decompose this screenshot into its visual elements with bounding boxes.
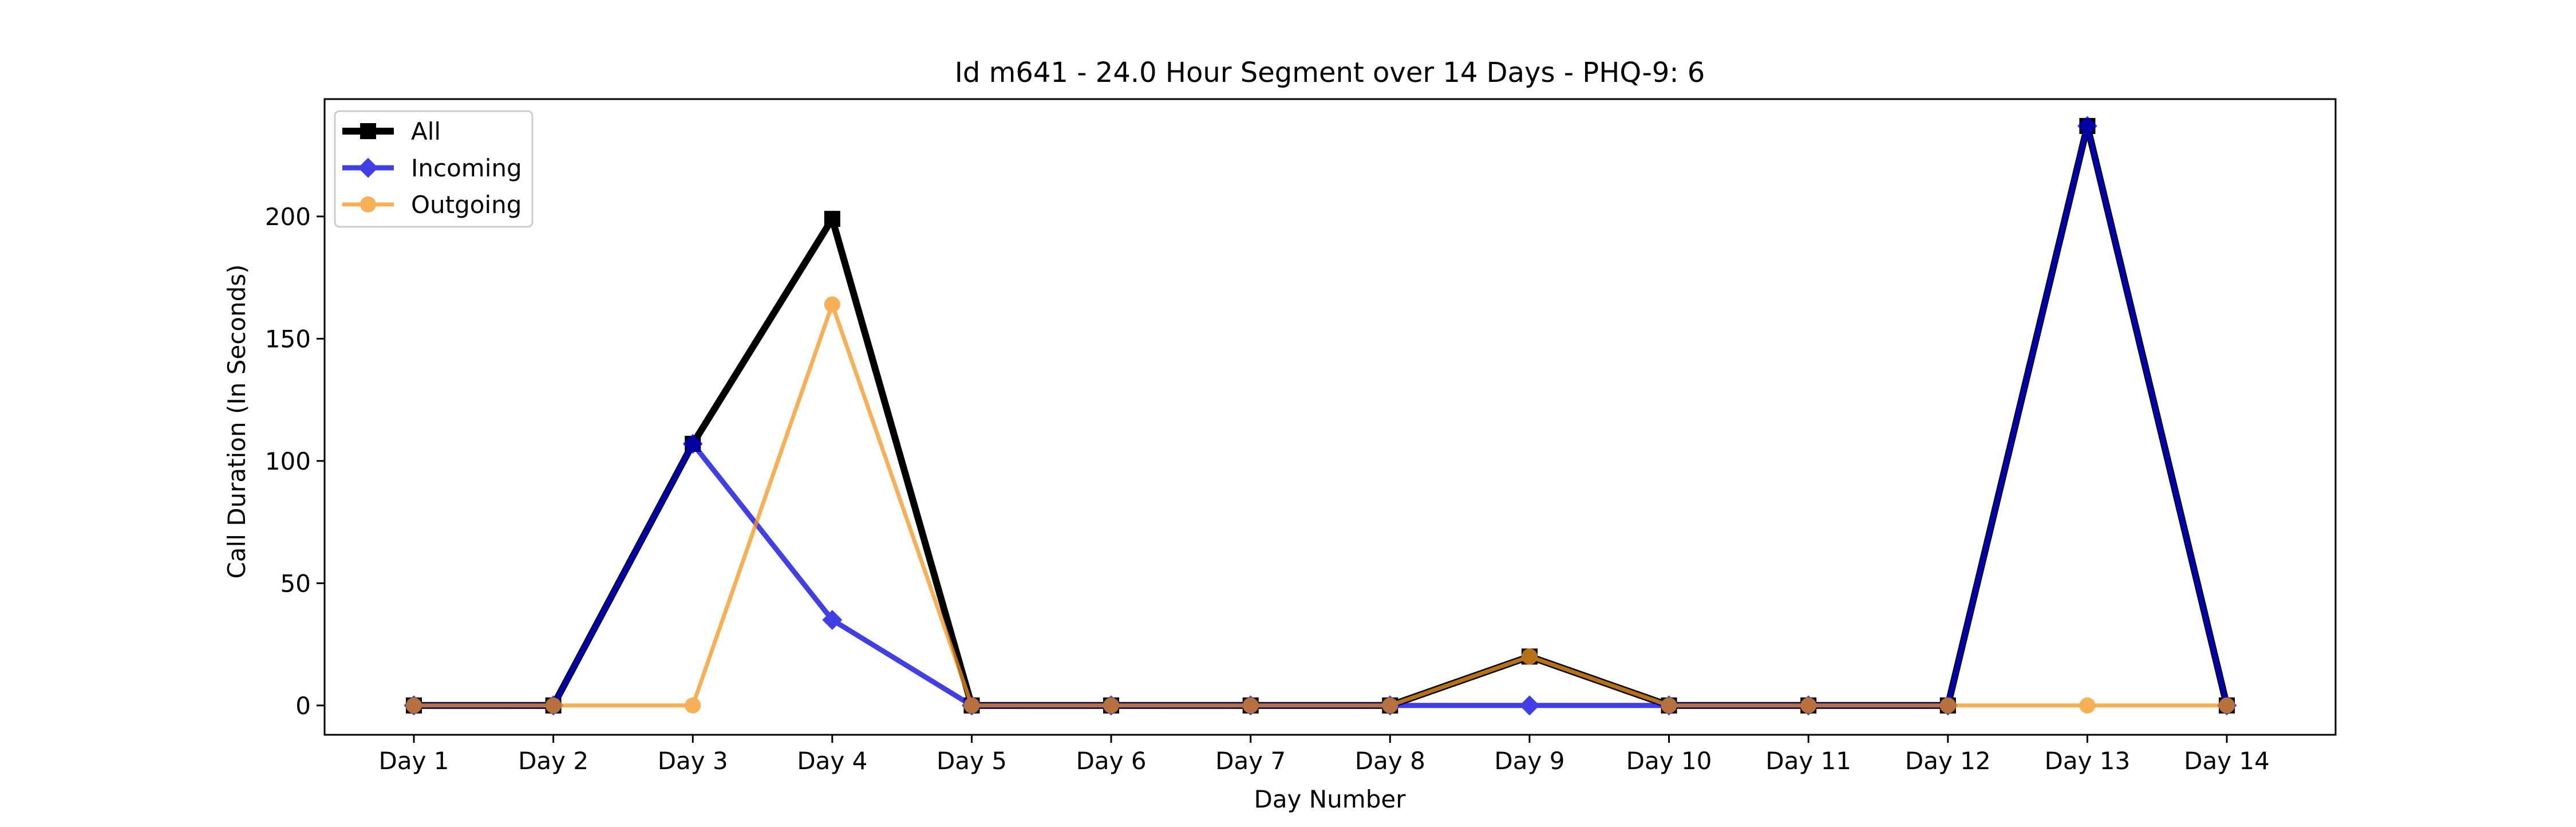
y-tick-label: 150 bbox=[265, 325, 311, 353]
y-axis-label: Call Duration (In Seconds) bbox=[223, 264, 251, 578]
legend-marker bbox=[360, 196, 376, 212]
x-tick-label: Day 7 bbox=[1215, 747, 1286, 775]
x-tick-label: Day 9 bbox=[1494, 747, 1564, 775]
x-tick-label: Day 3 bbox=[658, 747, 728, 775]
legend-label: Incoming bbox=[411, 154, 522, 182]
data-point bbox=[2219, 697, 2235, 714]
legend-label: All bbox=[411, 117, 441, 145]
legend: All Incoming Outgoing bbox=[334, 110, 534, 228]
x-tick-label: Day 11 bbox=[1765, 747, 1851, 775]
chart-title: Id m641 - 24.0 Hour Segment over 14 Days… bbox=[955, 57, 1705, 89]
data-point bbox=[824, 296, 840, 313]
data-point bbox=[682, 434, 703, 454]
x-tick-label: Day 4 bbox=[797, 747, 867, 775]
data-point bbox=[2079, 697, 2096, 714]
data-point bbox=[824, 211, 840, 227]
x-tick-label: Day 8 bbox=[1355, 747, 1425, 775]
x-tick-label: Day 13 bbox=[2045, 747, 2131, 775]
x-axis-label: Day Number bbox=[1254, 785, 1406, 813]
data-point bbox=[2077, 116, 2097, 136]
y-tick-label: 100 bbox=[265, 447, 311, 475]
data-point bbox=[822, 609, 843, 630]
series-outgoing bbox=[406, 296, 2235, 714]
legend-entry bbox=[342, 123, 394, 139]
data-point bbox=[963, 697, 980, 714]
legend-box bbox=[334, 110, 534, 228]
legend-marker bbox=[358, 157, 378, 178]
x-tick-label: Day 1 bbox=[378, 747, 449, 775]
data-point bbox=[1242, 697, 1259, 714]
x-tick-label: Day 10 bbox=[1626, 747, 1712, 775]
legend-label: Outgoing bbox=[411, 191, 521, 219]
data-point bbox=[545, 697, 562, 714]
legend-marker bbox=[360, 123, 376, 139]
x-tick-label: Day 14 bbox=[2184, 747, 2270, 775]
x-tick-label: Day 6 bbox=[1076, 747, 1147, 775]
data-point bbox=[406, 697, 422, 714]
legend-entry bbox=[342, 196, 394, 212]
data-point bbox=[1382, 697, 1398, 714]
y-axis: 0 50 100 150 200 bbox=[265, 203, 325, 720]
data-point bbox=[1939, 697, 1956, 714]
data-point bbox=[1661, 697, 1677, 714]
data-point bbox=[1800, 697, 1817, 714]
x-tick-label: Day 12 bbox=[1905, 747, 1991, 775]
y-tick-label: 50 bbox=[280, 569, 311, 597]
y-tick-label: 200 bbox=[265, 203, 311, 231]
data-point bbox=[1521, 648, 1538, 665]
x-tick-label: Day 2 bbox=[518, 747, 588, 775]
data-point bbox=[1519, 695, 1540, 716]
y-tick-label: 0 bbox=[295, 692, 311, 720]
plot-frame bbox=[323, 98, 2337, 736]
series-line bbox=[414, 298, 2227, 708]
legend-entry bbox=[342, 157, 394, 178]
plot-series bbox=[404, 116, 2237, 716]
x-tick-label: Day 5 bbox=[937, 747, 1007, 775]
data-point bbox=[685, 697, 701, 714]
x-axis: Day 1 Day 2 Day 3 Day 4 Day 5 Day 6 Day 7 Day 8… bbox=[378, 735, 2270, 775]
data-point bbox=[1103, 697, 1120, 714]
